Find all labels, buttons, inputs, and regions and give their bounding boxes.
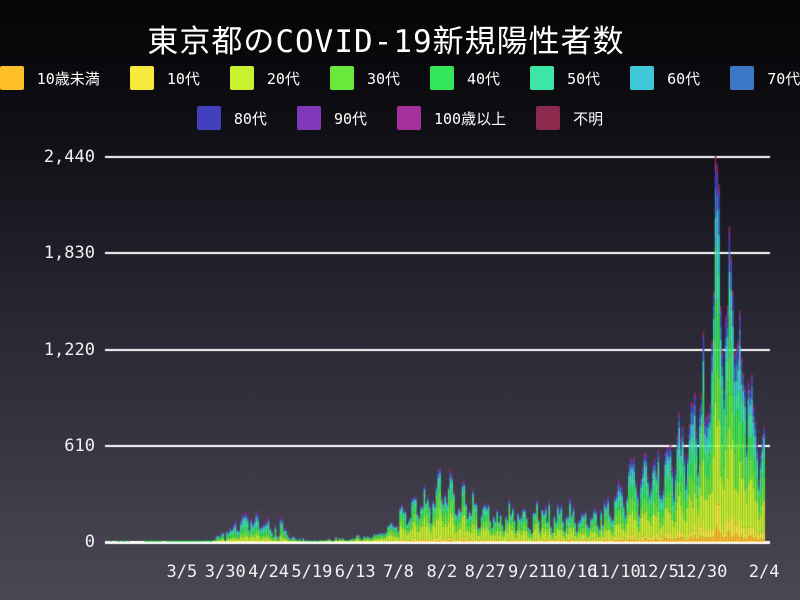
legend-row-1: 10歳未満 10代 20代 30代 40代 50代 60代 70代 (0, 66, 800, 90)
legend-item-8: 80代 (196, 106, 267, 130)
x-axis-tick-label: 4/24 (248, 562, 290, 582)
legend-label: 10代 (166, 69, 200, 88)
x-axis-tick-label: 10/16 (546, 562, 598, 582)
legend-item-2: 20代 (229, 66, 300, 90)
x-axis-tick-label: 11/10 (589, 562, 641, 582)
legend-label: 80代 (233, 109, 267, 128)
legend-label: 30代 (366, 69, 400, 88)
legend-swatch-icon (296, 106, 321, 130)
legend-item-11: 不明 (536, 106, 603, 130)
y-axis-tick-label: 2,440 (43, 147, 95, 167)
legend-label: 不明 (573, 109, 604, 128)
legend-swatch-icon (397, 106, 421, 130)
x-axis-tick-label: 12/5 (637, 562, 679, 582)
x-axis-tick-label: 9/21 (507, 562, 549, 582)
legend-label: 50代 (567, 69, 601, 88)
chart-title: 東京都のCOVID-19新規陽性者数 (147, 24, 625, 60)
legend-label: 100歳以上 (434, 109, 507, 128)
x-axis-tick-label: 2/4 (748, 562, 780, 582)
legend-swatch-icon (129, 66, 154, 90)
legend-swatch-icon (196, 106, 221, 130)
legend-item-3: 30代 (329, 66, 400, 90)
legend-label: 60代 (667, 69, 701, 88)
x-axis-tick-label: 7/8 (383, 562, 414, 582)
legend-swatch-icon (229, 66, 254, 90)
legend-item-0: 10歳未満 (0, 66, 100, 90)
legend-swatch-icon (630, 66, 655, 90)
legend-swatch-icon (430, 66, 454, 90)
legend-swatch-icon (730, 66, 755, 90)
legend-item-6: 60代 (630, 66, 700, 90)
legend-item-5: 50代 (530, 66, 600, 90)
x-axis-tick-label: 12/30 (676, 562, 728, 582)
legend-swatch-icon (530, 66, 555, 90)
x-axis-tick-label: 8/2 (426, 562, 458, 582)
legend-item-4: 40代 (430, 66, 500, 90)
legend-item-9: 90代 (296, 106, 367, 130)
legend-label: 10歳未満 (36, 69, 100, 88)
legend-swatch-icon (0, 66, 24, 90)
legend-swatch-icon (329, 66, 354, 90)
legend-label: 70代 (767, 69, 800, 88)
x-axis-tick-label: 3/5 (166, 562, 198, 582)
legend-row-2: 80代 90代 100歳以上 不明 (0, 106, 800, 130)
x-axis-tick-label: 3/30 (204, 562, 246, 582)
x-axis-tick-label: 6/13 (334, 562, 376, 582)
x-axis-tick-label: 8/27 (464, 562, 506, 582)
y-axis-tick-label: 1,220 (43, 339, 95, 360)
legend-label: 90代 (333, 109, 367, 128)
legend-item-10: 100歳以上 (397, 106, 506, 130)
legend-label: 40代 (467, 69, 501, 88)
y-axis-tick-label: 610 (64, 435, 95, 456)
legend-item-7: 70代 (730, 66, 800, 90)
legend-item-1: 10代 (129, 66, 200, 90)
x-axis-tick-label: 5/19 (291, 562, 333, 582)
y-axis-tick-label: 0 (84, 532, 95, 552)
legend-swatch-icon (536, 106, 561, 130)
y-axis-tick-label: 1,830 (43, 243, 95, 264)
legend-label: 20代 (266, 69, 300, 88)
